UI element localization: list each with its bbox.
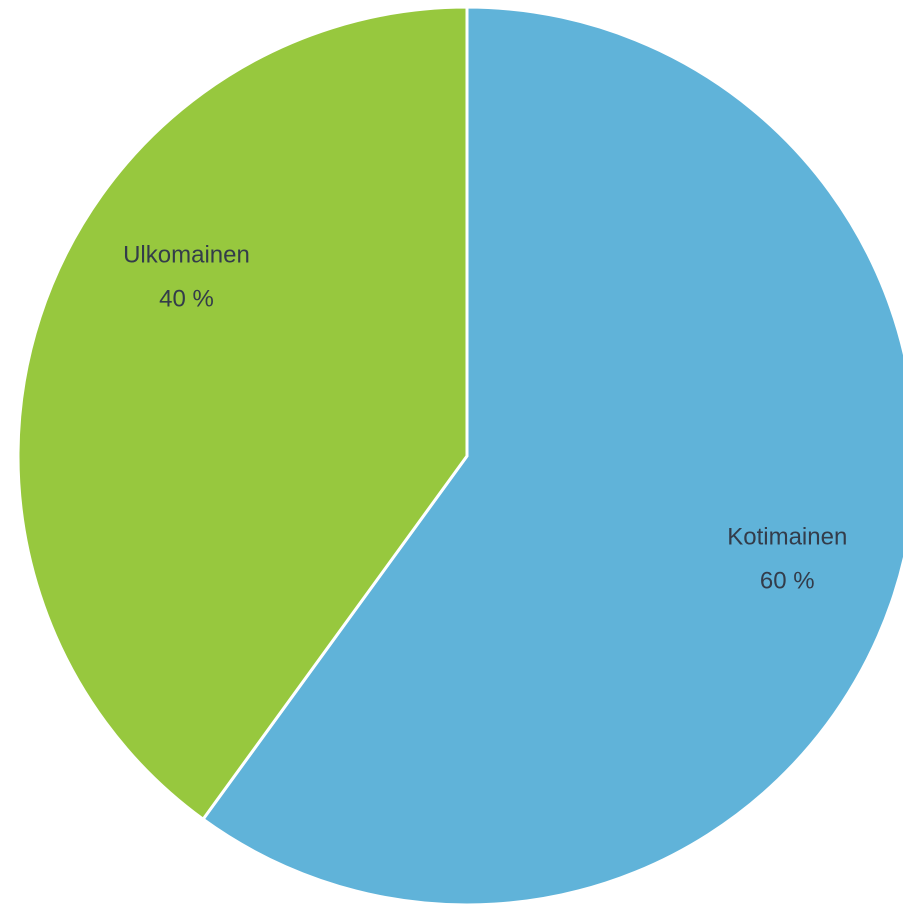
slice-label: Ulkomainen bbox=[123, 241, 250, 268]
slice-label: Kotimainen bbox=[727, 523, 847, 550]
pie-slice bbox=[16, 5, 469, 821]
pie-slice bbox=[201, 5, 903, 904]
slice-value-label: 40 % bbox=[159, 285, 214, 312]
slice-value-label: 60 % bbox=[760, 567, 815, 594]
